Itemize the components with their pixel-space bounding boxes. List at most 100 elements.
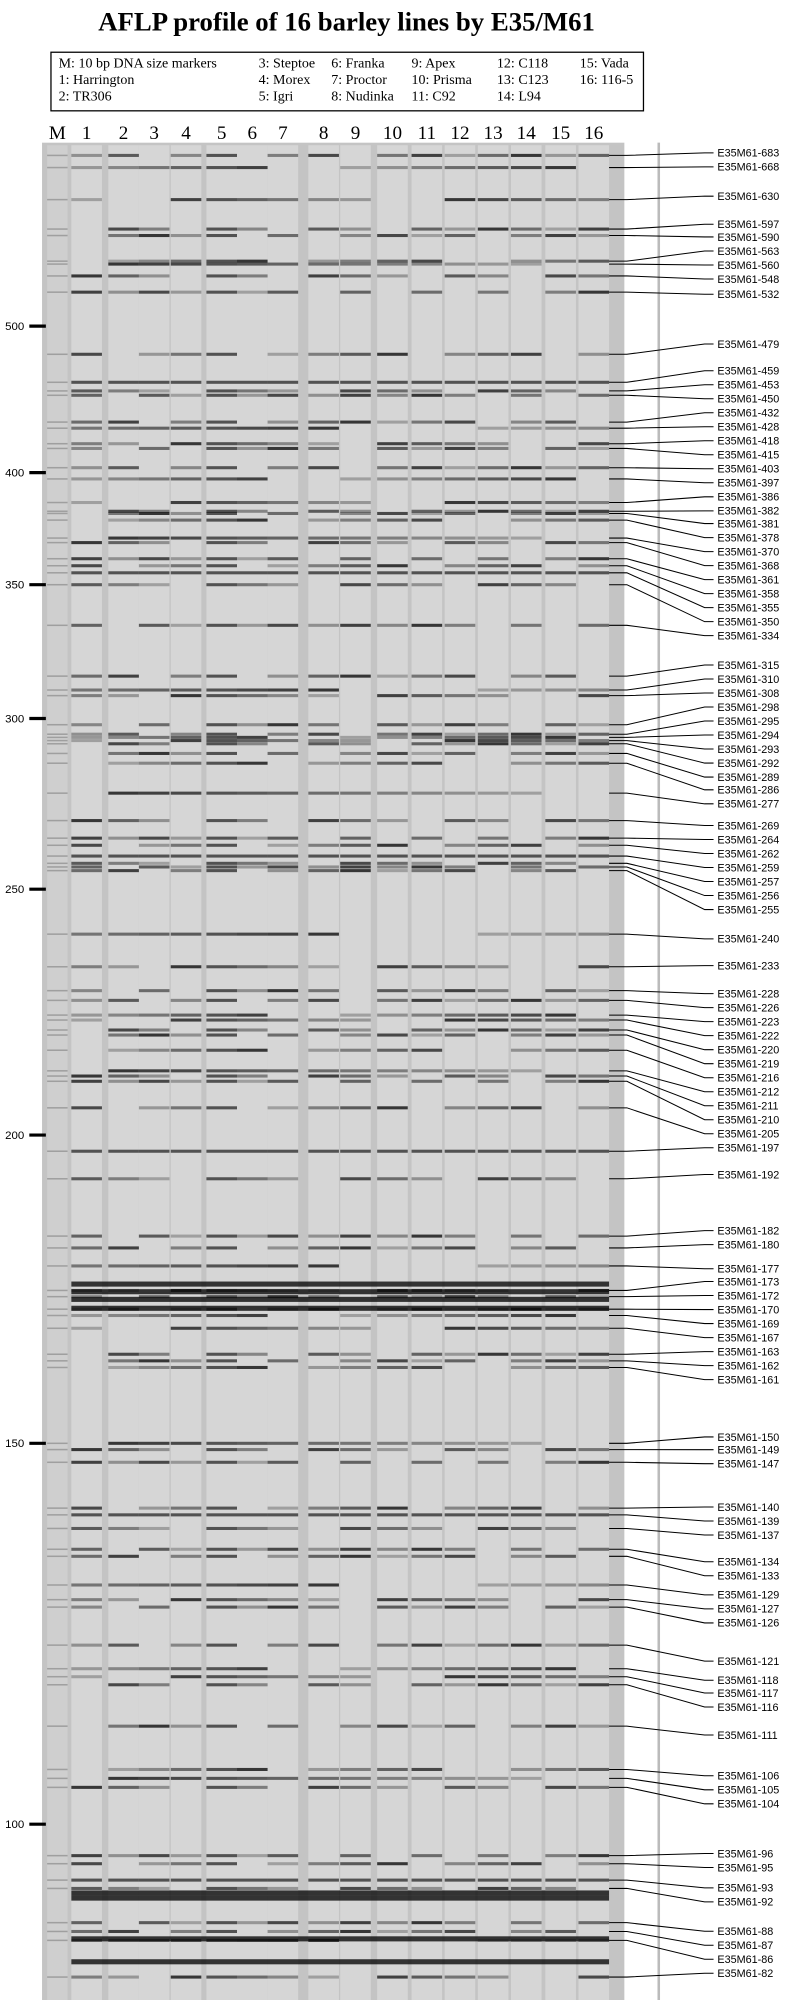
gel-band — [206, 1921, 237, 1925]
gel-band — [308, 1352, 339, 1356]
gel-band — [267, 1069, 299, 1073]
gel-band — [308, 1547, 339, 1551]
gel-band — [411, 1975, 443, 1979]
gel-band — [578, 742, 610, 746]
gel-band — [267, 511, 299, 515]
gel-band — [377, 998, 408, 1002]
gel-band — [267, 571, 299, 575]
gel-band — [71, 1079, 102, 1083]
legend-entry: 16: 116-5 — [580, 73, 634, 88]
lane — [108, 145, 139, 2000]
gel-band — [206, 1246, 237, 1250]
gel-band — [138, 1921, 170, 1925]
gel-band — [138, 1767, 170, 1771]
gel-band — [377, 1234, 408, 1238]
gel-band — [237, 836, 268, 840]
gel-band — [138, 1013, 170, 1017]
gel-band — [545, 509, 576, 513]
band-connector — [609, 565, 714, 595]
gel-band — [308, 1583, 339, 1587]
gel-band — [411, 446, 443, 450]
gel-band — [510, 1506, 542, 1510]
gel-band — [71, 865, 102, 869]
gel-band — [170, 352, 202, 356]
gel-band — [267, 446, 299, 450]
gel-band — [47, 1289, 68, 1292]
gel-band — [267, 1264, 299, 1268]
gel-band — [170, 1854, 202, 1858]
gel-band — [170, 1313, 202, 1318]
gel-band — [545, 1554, 576, 1558]
band-label: E35M61-129 — [717, 1590, 779, 1602]
gel-band — [444, 865, 476, 869]
gel-band — [237, 723, 268, 727]
lane — [377, 145, 408, 2000]
gel-band — [444, 564, 476, 568]
gel-band — [71, 1018, 102, 1022]
gel-band — [308, 426, 339, 430]
gel-band — [170, 869, 202, 873]
band-connector — [609, 1644, 714, 1662]
gel-band — [108, 509, 139, 513]
gel-band — [47, 166, 68, 169]
gel-band — [308, 1598, 339, 1602]
band-connector — [609, 1514, 714, 1522]
gel-band — [411, 869, 443, 873]
gel-band — [340, 274, 371, 278]
gel-band — [411, 989, 443, 993]
gel-band — [206, 742, 237, 746]
band-label: E35M61-315 — [717, 660, 779, 672]
gel-band — [308, 1776, 339, 1780]
gel-band — [578, 1547, 610, 1551]
gel-band — [510, 843, 542, 847]
band-connector — [609, 1887, 714, 1903]
band-label: E35M61-139 — [717, 1516, 779, 1528]
gel-band — [308, 869, 339, 873]
gel-band — [267, 1929, 299, 1934]
gel-band — [206, 1177, 237, 1181]
gel-band — [206, 623, 237, 627]
gel-band — [377, 1441, 408, 1445]
gel-band — [444, 1506, 476, 1510]
gel-band — [170, 1667, 202, 1671]
gel-band — [138, 623, 170, 627]
gel-band — [108, 380, 139, 384]
gel-band — [108, 1028, 139, 1032]
gel-band — [340, 1028, 371, 1032]
band-connector — [609, 734, 714, 738]
gel-band — [206, 233, 237, 238]
gel-band — [477, 1785, 509, 1789]
gel-band — [138, 1862, 170, 1866]
gel-band — [578, 843, 610, 847]
gel-band — [108, 442, 139, 446]
gel-band — [267, 1554, 299, 1558]
gel-band — [444, 1246, 476, 1250]
gel-band — [170, 518, 202, 522]
gel-band — [267, 557, 299, 561]
gel-band — [578, 623, 610, 627]
gel-band — [545, 1785, 576, 1789]
gel-band — [267, 998, 299, 1002]
band-label: E35M61-361 — [717, 574, 779, 586]
gel-band — [206, 1605, 237, 1609]
gel-band — [138, 1295, 170, 1299]
gel-band — [444, 1667, 476, 1671]
gel-band — [138, 751, 170, 755]
gel-band — [170, 1246, 202, 1250]
gel-band — [170, 1583, 202, 1587]
gel-band — [267, 153, 299, 157]
gel-band — [545, 466, 576, 470]
gel-band — [47, 1548, 68, 1551]
gel-band — [308, 1264, 339, 1268]
gel-band — [170, 1441, 202, 1445]
band-label: E35M61-334 — [717, 630, 779, 642]
gel-band — [138, 1667, 170, 1671]
gel-band — [308, 352, 339, 356]
gel-band — [477, 932, 509, 936]
gel-band — [206, 1264, 237, 1268]
gel-band — [47, 572, 68, 574]
gel-band — [267, 1033, 299, 1037]
gel-band — [206, 1048, 237, 1052]
gel-band — [47, 844, 68, 847]
band-label: E35M61-162 — [717, 1360, 779, 1372]
